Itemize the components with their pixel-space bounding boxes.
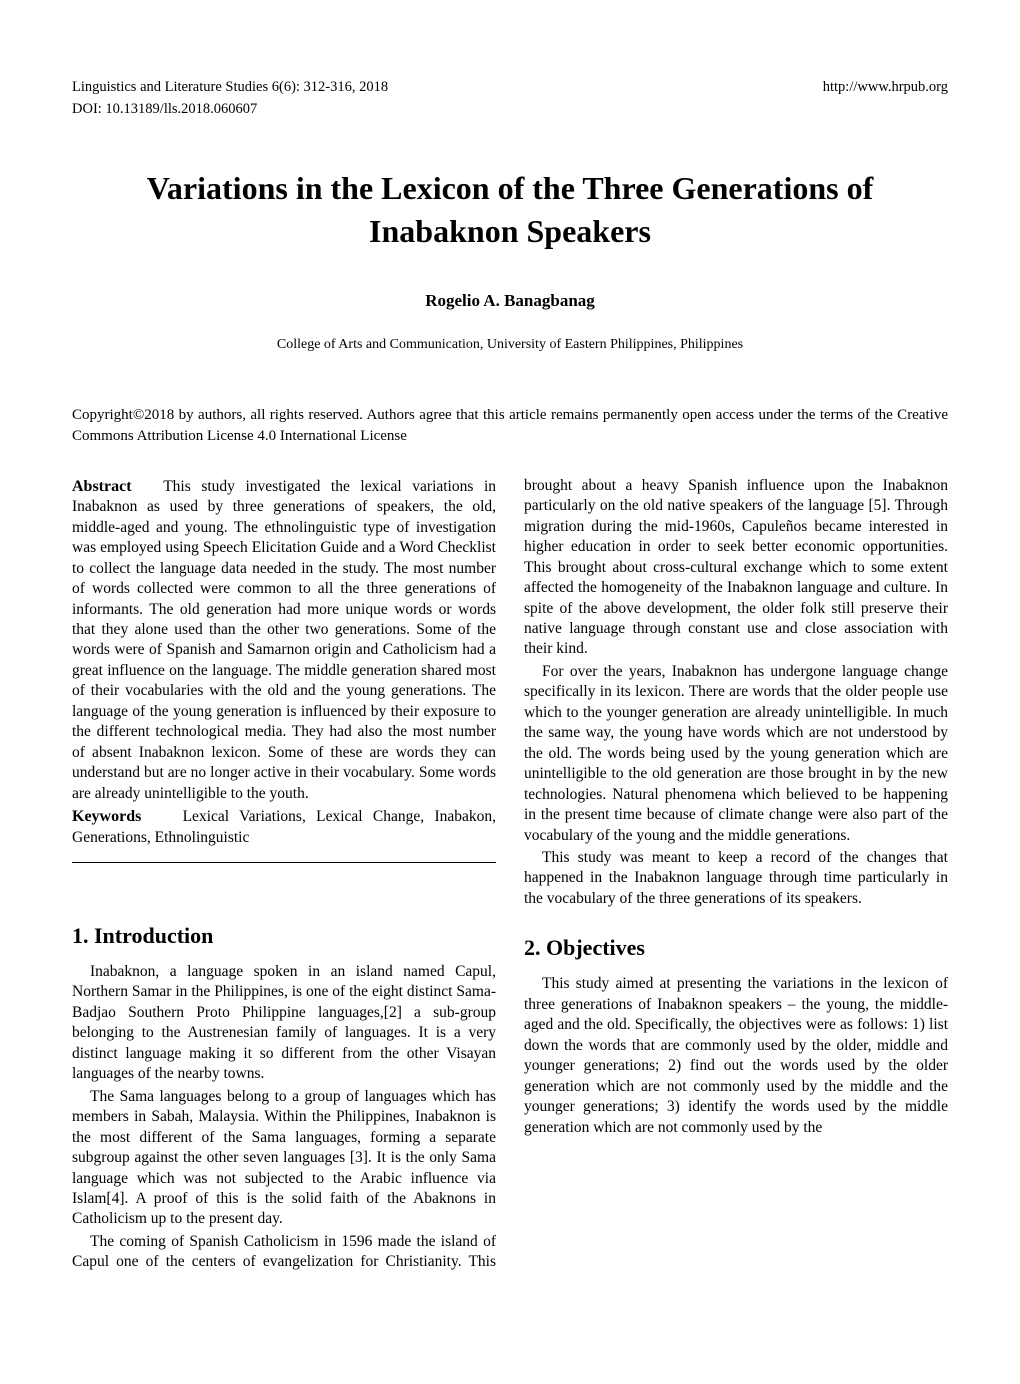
author-name: Rogelio A. Banagbanag [72,290,948,313]
introduction-p2: The Sama languages belong to a group of … [72,1087,496,1230]
keywords-block: Keywords Lexical Variations, Lexical Cha… [72,806,496,848]
journal-reference: Linguistics and Literature Studies 6(6):… [72,78,388,98]
abstract-text: This study investigated the lexical vari… [72,478,496,802]
objectives-p1: This study aimed at presenting the varia… [524,974,948,1138]
introduction-heading: 1. Introduction [72,921,496,950]
publisher-url: http://www.hrpub.org [823,78,948,98]
abstract-label: Abstract [72,478,132,495]
keywords-label: Keywords [72,808,141,825]
abstract-block: Abstract This study investigated the lex… [72,476,496,804]
author-affiliation: College of Arts and Communication, Unive… [72,336,948,355]
objectives-heading: 2. Objectives [524,933,948,962]
paper-title: Variations in the Lexicon of the Three G… [72,167,948,253]
introduction-p5: This study was meant to keep a record of… [524,848,948,909]
section-divider [72,862,496,863]
introduction-p1: Inabaknon, a language spoken in an islan… [72,962,496,1085]
copyright-notice: Copyright©2018 by authors, all rights re… [72,405,948,446]
introduction-p4: For over the years, Inabaknon has underg… [524,662,948,846]
doi: DOI: 10.13189/lls.2018.060607 [72,100,948,120]
body-columns: Abstract This study investigated the lex… [72,476,948,1274]
